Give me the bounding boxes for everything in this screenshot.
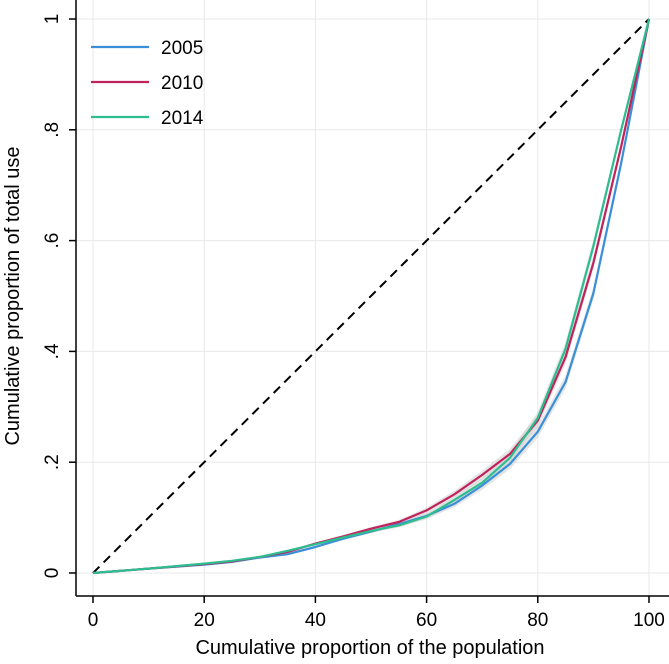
series-line-2014 [92, 18, 651, 575]
legend-label-2005: 2005 [161, 38, 203, 59]
legend: 2005 2010 2014 [91, 38, 204, 129]
y-tick-label: 0 [42, 568, 63, 579]
legend-label-2014: 2014 [161, 108, 204, 129]
x-axis-title: Cumulative proportion of the population [195, 637, 544, 659]
plot-background [76, 0, 669, 596]
legend-label-2010: 2010 [161, 73, 203, 94]
y-tick-label: .8 [42, 122, 63, 138]
y-tick-label: .2 [42, 454, 63, 470]
axes [75, 0, 669, 597]
y-tick-label: .6 [42, 233, 63, 249]
x-tick-label: 0 [88, 610, 99, 631]
tick-labels: 0 20 40 60 80 100 0 .2 .4 .6 .8 1 [42, 14, 665, 631]
grid [76, 0, 669, 596]
y-tick-label: .4 [42, 343, 63, 359]
x-tick-label: 60 [416, 610, 437, 631]
y-tick-label: 1 [42, 14, 63, 25]
x-tick-label: 100 [633, 610, 665, 631]
x-tick-label: 80 [527, 610, 548, 631]
series-lines [92, 18, 651, 575]
equality-line [92, 18, 650, 574]
equality-line-group [92, 18, 650, 574]
x-tick-label: 20 [194, 610, 215, 631]
x-tick-label: 40 [305, 610, 326, 631]
y-axis-title: Cumulative proportion of total use [2, 146, 24, 445]
